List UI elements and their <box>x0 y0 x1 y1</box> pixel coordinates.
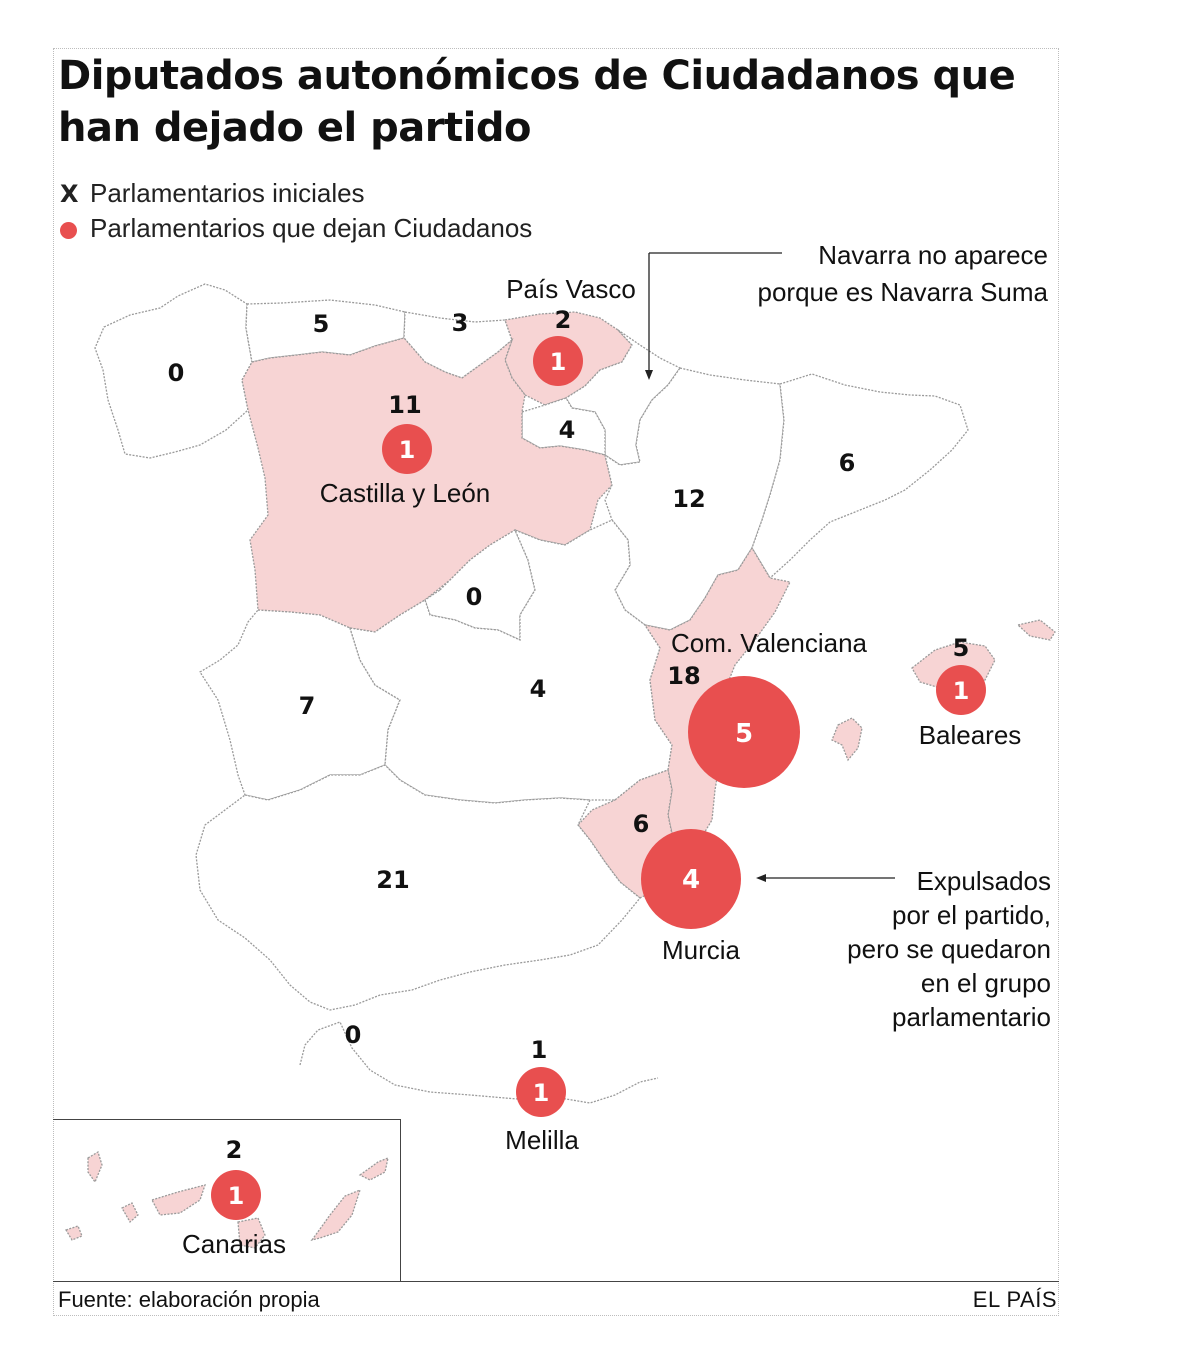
count-extremadura: 7 <box>299 692 316 720</box>
note-murcia-line-2: por el partido, <box>892 900 1051 930</box>
bubble-pais-vasco <box>533 336 583 386</box>
note-navarra-line-1: Navarra no aparece <box>818 240 1048 270</box>
region-canarias-island <box>151 1184 206 1216</box>
brand-logo: EL PAÍS <box>972 1287 1057 1312</box>
bubble-value-melilla: 1 <box>533 1079 550 1107</box>
count-murcia: 6 <box>633 810 650 838</box>
count-galicia: 0 <box>168 359 185 387</box>
bubble-value-castilla-leon: 1 <box>399 436 416 464</box>
count-cataluna: 6 <box>839 449 856 477</box>
count-cantabria: 3 <box>452 309 469 337</box>
count-pais-vasco: 2 <box>555 306 572 334</box>
count-aragon: 12 <box>672 485 705 513</box>
note-murcia-line-1: Expulsados <box>917 866 1051 896</box>
page-title: Diputados autonómicos de Ciudadanos que … <box>58 53 1016 151</box>
source-note: Fuente: elaboración propia <box>58 1287 320 1312</box>
footer-divider <box>53 1281 1059 1282</box>
region-la-rioja <box>521 397 606 456</box>
region-canarias-island <box>121 1202 139 1224</box>
bubble-com-valenciana <box>688 676 800 788</box>
bubble-value-com-valenciana: 5 <box>735 719 753 749</box>
count-castilla-leon: 11 <box>388 391 421 419</box>
note-navarra-line-2: porque es Navarra Suma <box>758 277 1049 307</box>
region-ibiza <box>831 717 863 762</box>
region-andalucia <box>195 764 641 1011</box>
count-com-valenciana: 18 <box>667 662 700 690</box>
label-canarias: Canarias <box>182 1229 286 1259</box>
note-murcia-line-3: pero se quedaron <box>847 934 1051 964</box>
region-canarias-island <box>310 1188 362 1242</box>
label-com-valenciana: Com. Valenciana <box>671 628 868 658</box>
legend-dot-icon <box>60 221 77 239</box>
murcia-arrowhead-icon <box>756 874 766 882</box>
canarias-inset-box <box>53 1119 401 1281</box>
label-murcia: Murcia <box>662 935 741 965</box>
legend-initial-label: Parlamentarios iniciales <box>90 178 365 208</box>
note-murcia-line-4: en el grupo <box>921 968 1051 998</box>
bubble-value-canarias: 1 <box>228 1182 245 1210</box>
count-castilla-la-mancha: 4 <box>530 675 547 703</box>
bubble-melilla <box>516 1067 566 1117</box>
legend-initial: X Parlamentarios iniciales <box>60 178 365 209</box>
label-castilla-leon: Castilla y León <box>320 478 491 508</box>
bubble-value-pais-vasco: 1 <box>550 348 567 376</box>
region-castilla-la-mancha <box>349 519 673 804</box>
label-melilla: Melilla <box>505 1125 579 1155</box>
count-canarias: 2 <box>226 1136 243 1164</box>
count-la-rioja: 4 <box>559 416 576 444</box>
count-melilla: 1 <box>531 1036 548 1064</box>
legend-left: Parlamentarios que dejan Ciudadanos <box>60 213 532 244</box>
count-madrid: 0 <box>466 583 483 611</box>
legend-x-symbol: X <box>60 180 79 208</box>
count-asturias: 5 <box>313 310 330 338</box>
region-ceuta <box>299 1021 531 1101</box>
navarra-arrowhead-icon <box>645 370 653 380</box>
count-andalucia: 21 <box>376 866 409 894</box>
region-cataluna <box>751 373 969 580</box>
bubble-murcia <box>641 829 741 929</box>
region-canarias-island <box>87 1151 103 1184</box>
label-baleares: Baleares <box>919 720 1022 750</box>
bubble-value-baleares: 1 <box>953 677 970 705</box>
count-ceuta: 0 <box>345 1021 362 1049</box>
region-menorca <box>1016 619 1056 641</box>
region-castilla-leon <box>241 337 613 633</box>
region-canarias-island <box>65 1225 83 1241</box>
region-galicia <box>94 283 253 459</box>
bubble-value-murcia: 4 <box>682 865 700 895</box>
region-canarias-island <box>237 1217 266 1249</box>
graphic-frame <box>53 48 1059 1316</box>
bubble-castilla-leon <box>382 424 432 474</box>
count-baleares: 5 <box>953 634 970 662</box>
label-pais-vasco: País Vasco <box>506 274 636 304</box>
bubble-canarias <box>211 1170 261 1220</box>
legend-left-label: Parlamentarios que dejan Ciudadanos <box>90 213 533 243</box>
bubble-baleares <box>936 665 986 715</box>
note-murcia-line-5: parlamentario <box>892 1002 1051 1032</box>
region-canarias-island <box>358 1156 389 1181</box>
